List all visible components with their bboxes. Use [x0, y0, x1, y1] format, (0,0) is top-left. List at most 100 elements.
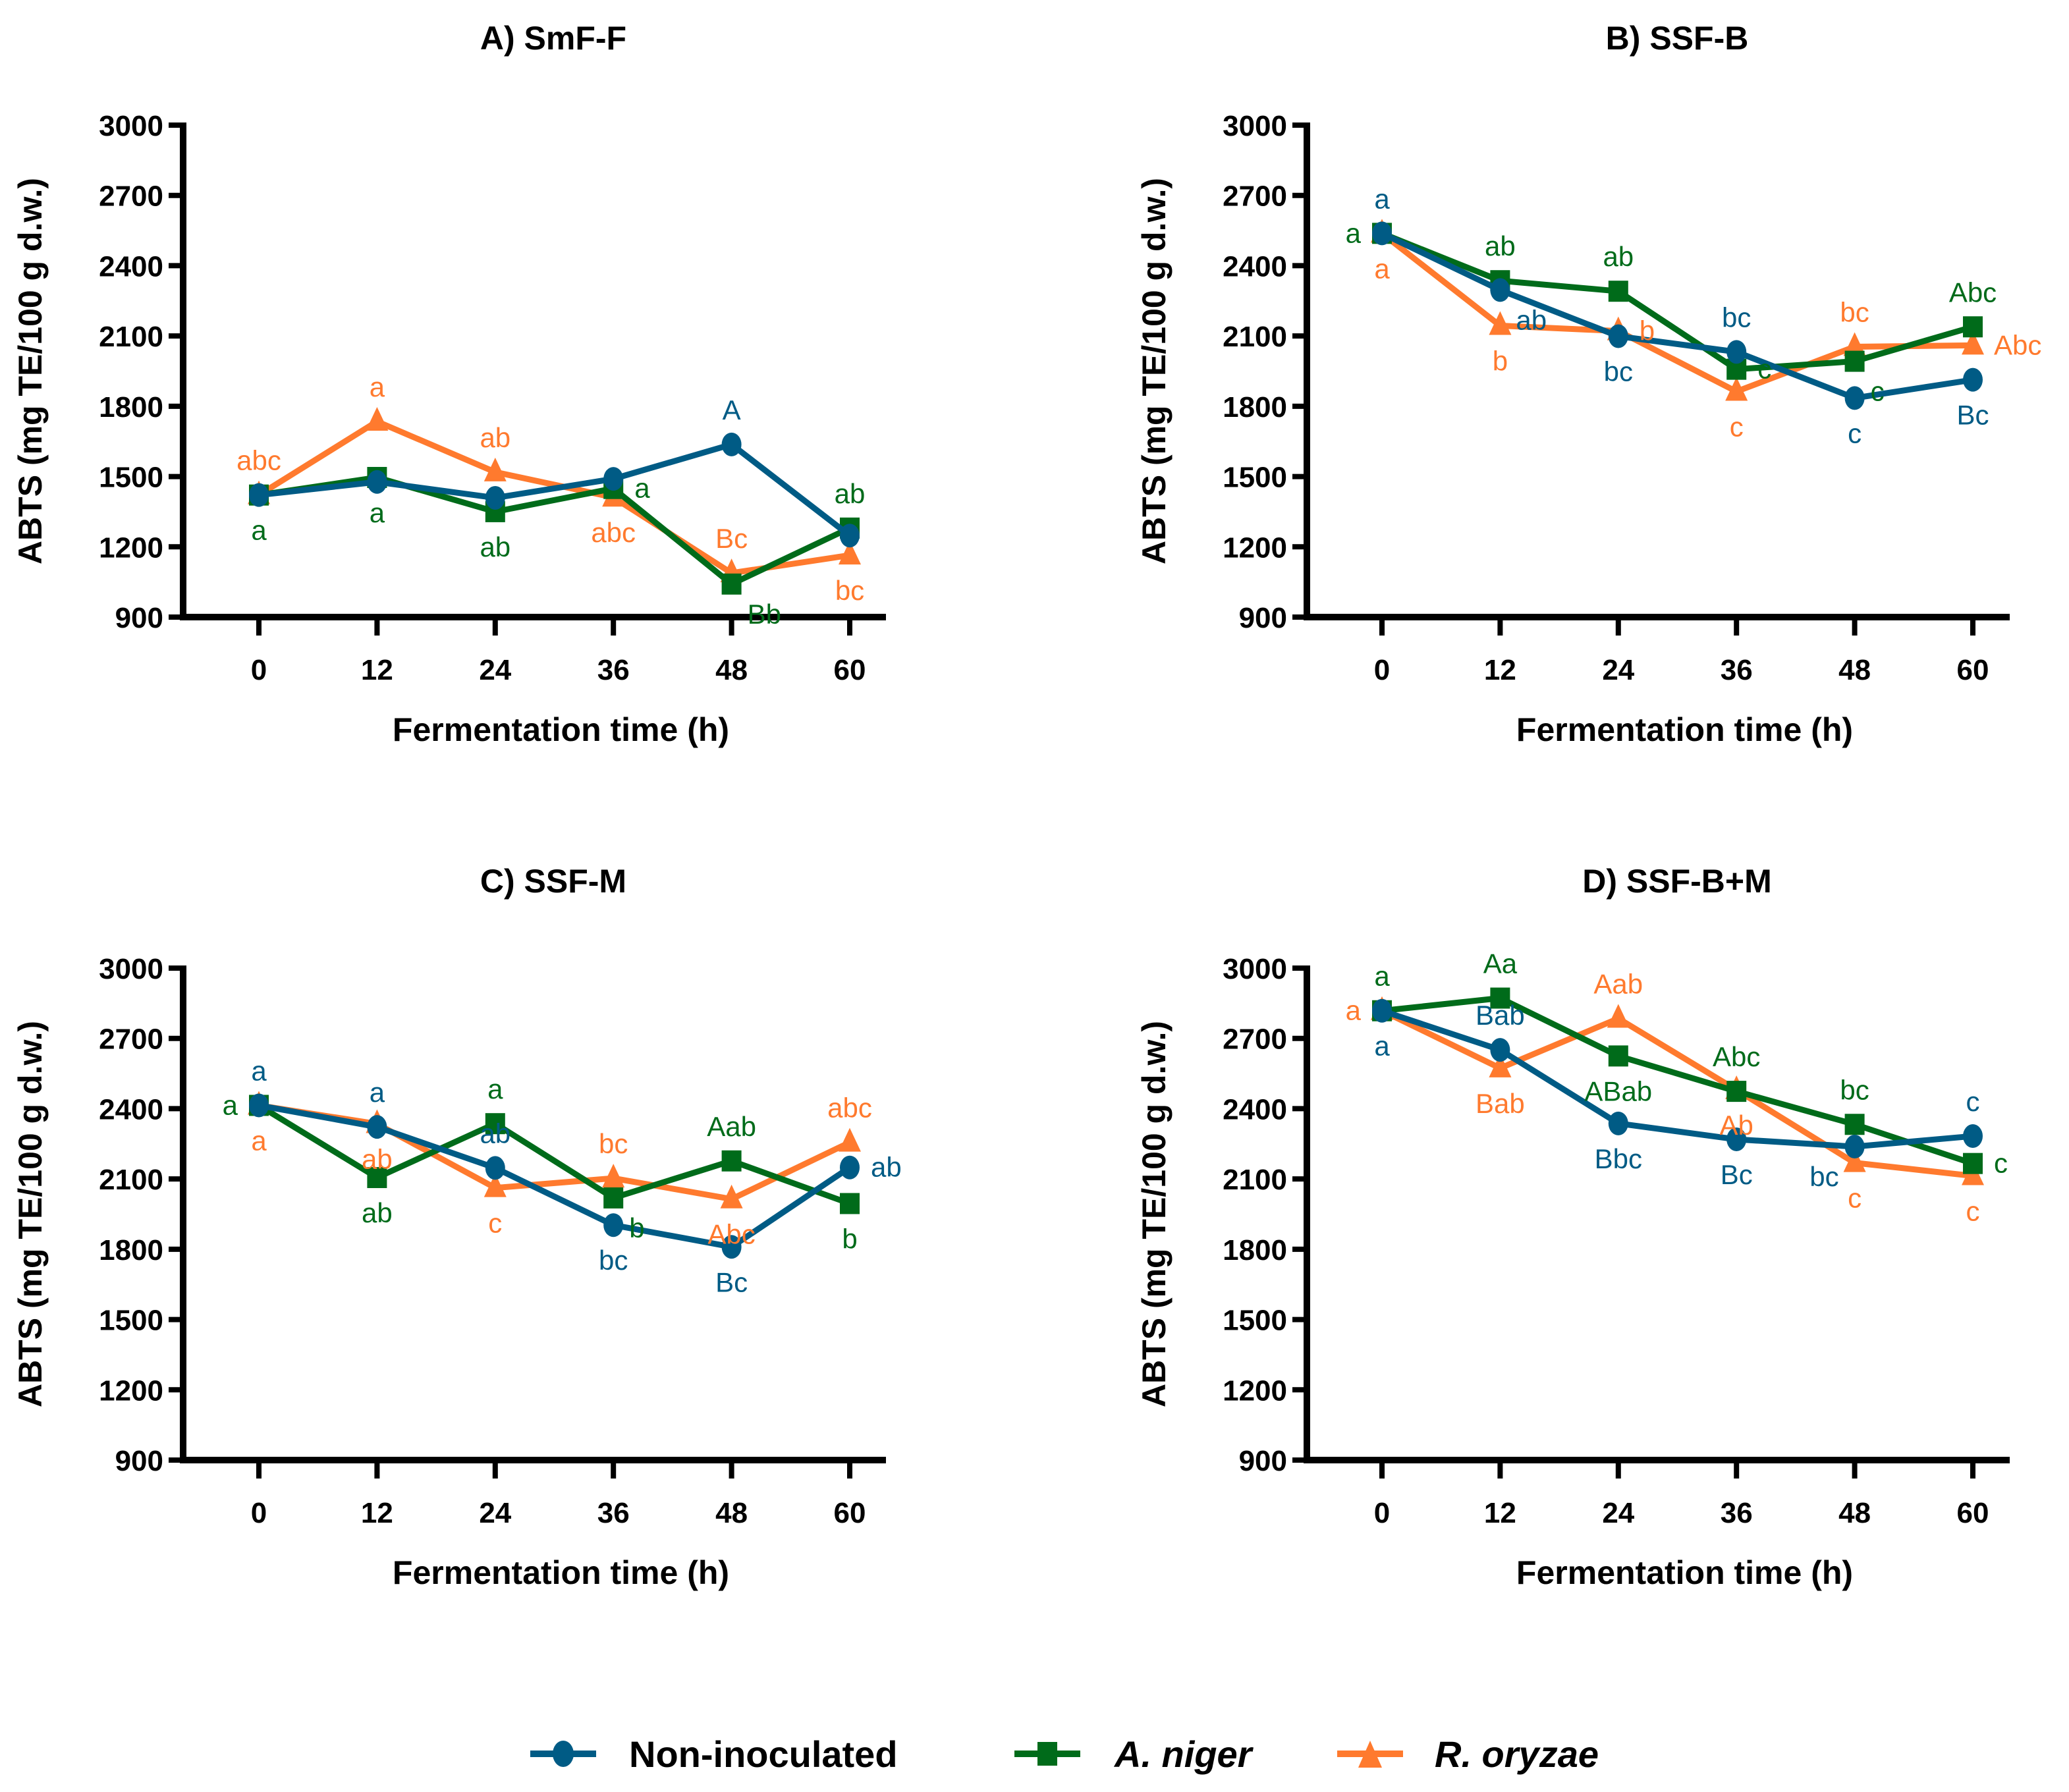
- series-line: [1381, 231, 1973, 401]
- significance-label: ab: [480, 531, 510, 562]
- significance-label: Ab: [1720, 1110, 1753, 1141]
- x-tick-label: 60: [834, 654, 866, 686]
- legend-item-a-niger: A. niger: [1014, 1733, 1254, 1775]
- panel-c-ssf-m: C) SSF-M 900 1200 1500 1800 2100 2400 2700 3000 0…: [12, 863, 902, 1591]
- series-r-oryzae: [1371, 996, 1984, 1185]
- series-line: [1381, 1008, 1973, 1179]
- x-axis-label: Fermentation time (h): [1516, 711, 1853, 748]
- significance-label: a: [223, 1089, 238, 1120]
- significance-label: ab: [871, 1152, 902, 1183]
- chart-title: A) SmF-F: [480, 20, 626, 57]
- significance-label: b: [629, 1212, 644, 1243]
- series-a-niger: [1372, 223, 1983, 380]
- series-line: [257, 1102, 851, 1207]
- y-tick-label: 2700: [99, 180, 163, 213]
- data-point-circle: [367, 1115, 387, 1139]
- significance-label: c: [1848, 418, 1862, 448]
- data-point-square: [1608, 1045, 1628, 1067]
- y-tick-label: 2400: [99, 1093, 163, 1126]
- significance-label: a: [370, 497, 385, 528]
- significance-label: Bb: [748, 599, 781, 630]
- chart-title: D) SSF-B+M: [1582, 863, 1772, 900]
- data-point-triangle: [1489, 311, 1512, 335]
- y-tick-label: 3000: [99, 110, 163, 142]
- x-tick-label: 12: [361, 1497, 393, 1529]
- significance-label: bc: [1722, 302, 1751, 333]
- data-point-triangle: [720, 1184, 743, 1208]
- significance-label: Bbc: [1595, 1143, 1642, 1174]
- data-point-circle: [249, 1093, 269, 1118]
- significance-label: a: [251, 515, 267, 546]
- significance-label: bc: [1840, 297, 1869, 328]
- data-point-square: [1844, 350, 1865, 372]
- x-axis-label: Fermentation time (h): [1516, 1554, 1853, 1591]
- y-tick-label: 2100: [1223, 321, 1287, 353]
- x-tick-label: 36: [597, 654, 630, 686]
- data-point-square: [840, 1193, 860, 1214]
- significance-label: ab: [1603, 241, 1634, 272]
- data-point-circle: [1726, 1127, 1747, 1152]
- x-tick-label: 48: [715, 1497, 748, 1529]
- chart-title: C) SSF-M: [480, 863, 626, 900]
- panel-d-ssf-b-m: D) SSF-B+M 900 1200 1500 1800 2100 2400 2700 300…: [1136, 863, 2010, 1591]
- legend-label-r-oryzae: R. oryzae: [1435, 1733, 1599, 1775]
- y-tick-label: 2100: [1223, 1164, 1287, 1196]
- significance-label: b: [1493, 345, 1508, 376]
- significance-label: c: [1966, 1086, 1980, 1117]
- data-point-square: [367, 1167, 387, 1189]
- data-point-triangle: [1489, 1053, 1512, 1077]
- y-tick-label: 2700: [99, 1023, 163, 1056]
- series-line: [258, 1102, 852, 1250]
- y-tick-label: 1500: [99, 1305, 163, 1337]
- x-tick-label: 24: [1602, 1497, 1634, 1529]
- data-point-triangle: [839, 1127, 861, 1152]
- legend-triangle-marker-icon: [1358, 1741, 1382, 1768]
- data-point-circle: [1844, 1135, 1865, 1159]
- series-non-inoculated: [1372, 221, 1983, 410]
- data-point-circle: [840, 524, 860, 548]
- data-point-circle: [367, 470, 387, 494]
- legend: Non-inoculated A. niger R. oryzae: [530, 1733, 1599, 1775]
- x-axis-label: Fermentation time (h): [393, 1554, 729, 1591]
- data-point-triangle: [483, 1173, 507, 1197]
- panels: A) SmF-F90012001500180021002400270030000…: [12, 20, 2041, 1591]
- significance-label: c: [1730, 411, 1744, 442]
- data-point-circle: [1372, 221, 1392, 246]
- y-tick-label: 2400: [99, 250, 163, 283]
- y-tick-label: 1200: [99, 1374, 163, 1407]
- significance-label: ab: [362, 1144, 393, 1175]
- series-line: [1381, 1008, 1973, 1150]
- significance-label: c: [488, 1208, 502, 1239]
- data-point-square: [721, 1150, 742, 1172]
- y-tick-label: 1500: [1223, 462, 1287, 494]
- series-r-oryzae: [1371, 219, 1984, 401]
- x-tick-label: 12: [1484, 1497, 1516, 1529]
- x-tick-label: 48: [1838, 1497, 1871, 1529]
- x-tick-label: 12: [361, 654, 393, 686]
- significance-label: Abc: [1949, 277, 1997, 308]
- series-non-inoculated: [1372, 998, 1983, 1159]
- x-tick-label: 36: [597, 1497, 630, 1529]
- y-axis-label: ABTS (mg TE/100 g d.w.): [12, 1021, 49, 1407]
- data-point-triangle: [602, 1164, 625, 1188]
- data-point-square: [485, 1113, 505, 1135]
- x-axis-label: Fermentation time (h): [393, 711, 729, 748]
- significance-label: ABab: [1584, 1075, 1652, 1106]
- data-point-circle: [485, 1156, 505, 1180]
- data-point-circle: [1490, 1038, 1510, 1062]
- y-tick-label: 900: [115, 602, 163, 634]
- data-point-triangle: [1843, 1148, 1866, 1172]
- series-line: [257, 418, 850, 576]
- y-tick-label: 2400: [1223, 1093, 1287, 1126]
- x-tick-label: 24: [479, 654, 511, 686]
- x-tick-label: 60: [1957, 654, 1989, 686]
- chart-title: B) SSF-B: [1606, 20, 1749, 57]
- significance-label: Aa: [1483, 948, 1518, 979]
- x-tick-label: 60: [834, 1497, 866, 1529]
- data-point-circle: [721, 1235, 742, 1259]
- y-tick-label: 900: [1239, 602, 1287, 634]
- x-tick-label: 0: [251, 1497, 267, 1529]
- significance-label: c: [1871, 376, 1885, 407]
- significance-label: Abc: [1713, 1041, 1760, 1072]
- y-tick-label: 1500: [1223, 1305, 1287, 1337]
